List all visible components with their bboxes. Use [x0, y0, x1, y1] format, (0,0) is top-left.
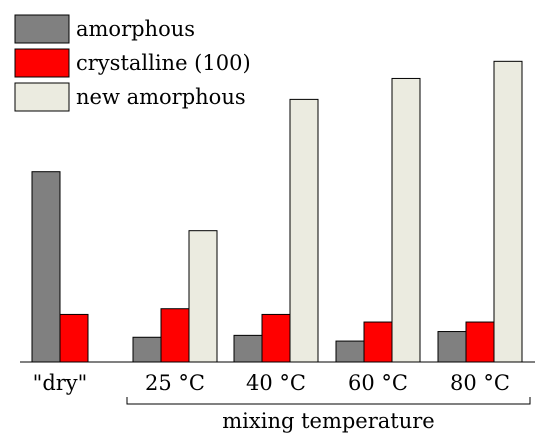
legend-swatch-new-amorphous — [14, 82, 70, 112]
bar-new-amorphous-25-c — [188, 230, 218, 363]
legend-swatch-crystalline-100 — [14, 48, 70, 78]
x-tick-label-dry: "dry" — [33, 371, 88, 395]
x-tick-labels: "dry" 25 °C 40 °C 60 °C 80 °C — [33, 371, 510, 395]
bar-amorphous-25-c — [132, 336, 162, 363]
bar-new-amorphous-80-c — [493, 60, 523, 363]
bar-amorphous-60-c — [335, 340, 365, 363]
x-tick-label-60-c: 60 °C — [348, 371, 408, 395]
legend-swatch-amorphous — [14, 14, 70, 44]
bar-crystalline-100-40-c — [261, 313, 291, 363]
bar-new-amorphous-40-c — [289, 98, 319, 363]
bar-crystalline-100-25-c — [160, 308, 190, 363]
legend-label-crystalline-100: crystalline (100) — [76, 51, 251, 75]
legend: amorphous crystalline (100) new amorphous — [14, 14, 251, 112]
bar-new-amorphous-60-c — [391, 77, 421, 363]
x-tick-label-80-c: 80 °C — [450, 371, 510, 395]
bar-crystalline-100-60-c — [363, 321, 393, 363]
group-bracket: mixing temperature — [126, 397, 531, 433]
x-tick-label-40-c: 40 °C — [246, 371, 306, 395]
group-label: mixing temperature — [222, 409, 434, 433]
group-bracket-line — [126, 397, 531, 405]
x-tick-label-25-c: 25 °C — [145, 371, 205, 395]
bar-amorphous-dry — [31, 171, 61, 363]
legend-label-amorphous: amorphous — [76, 17, 195, 41]
bar-crystalline-100-80-c — [465, 321, 495, 363]
bar-amorphous-40-c — [233, 334, 263, 363]
legend-label-new-amorphous: new amorphous — [76, 85, 246, 109]
bar-amorphous-80-c — [437, 331, 467, 363]
bars — [31, 60, 523, 363]
bar-crystalline-100-dry — [59, 313, 89, 363]
